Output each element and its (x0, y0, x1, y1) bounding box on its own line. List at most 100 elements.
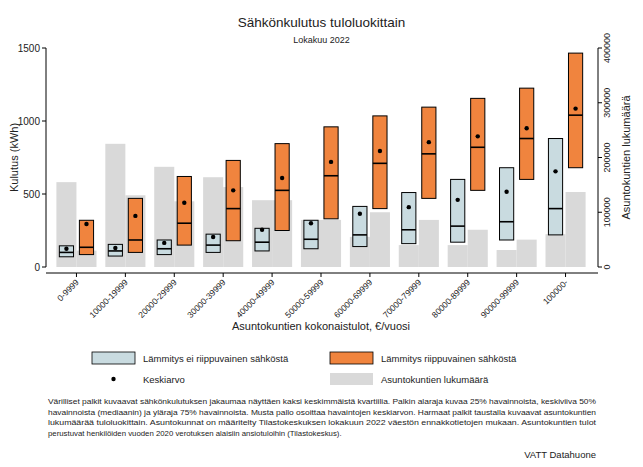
household-bar (154, 167, 174, 267)
x-tick (321, 273, 322, 277)
median-line (353, 234, 367, 236)
median-line (226, 208, 240, 210)
note-line: lukumäärää tuloluokittain. Asuntokunnat … (48, 418, 597, 427)
y-tick (42, 121, 46, 122)
mean-dot (329, 160, 333, 164)
household-bar (301, 220, 321, 267)
household-bar (399, 245, 419, 267)
iqr-box (520, 88, 534, 179)
x-tick-label: 10000-19999 (87, 277, 130, 320)
iqr-box (255, 228, 269, 251)
legend: Lämmitys ei riippuvainen sähköstäLämmity… (92, 352, 517, 385)
iqr-box (79, 220, 93, 254)
y2-tick-label: 0 (602, 264, 612, 269)
household-bar (497, 250, 517, 267)
iqr-box (471, 98, 485, 190)
mean-dot (260, 228, 264, 232)
iqr-box (157, 240, 171, 255)
mean-dot (573, 106, 577, 110)
x-tick-label: 70000-79999 (381, 277, 424, 320)
median-line (520, 138, 534, 140)
x-tick (565, 273, 566, 277)
legend-label: Asuntokuntien lukumäärä (381, 374, 489, 385)
iqr-box (304, 220, 318, 248)
mean-dot (113, 246, 117, 250)
median-line (206, 244, 220, 246)
note-line: perustuvat henkilöiden vuoden 2020 verot… (48, 429, 342, 438)
iqr-box (500, 168, 514, 240)
plot-marks (56, 53, 585, 267)
iqr-box (422, 107, 436, 198)
x-tick-label: 60000-69999 (332, 277, 375, 320)
iqr-box (59, 246, 73, 257)
x-tick-label: 20000-29999 (136, 277, 179, 320)
x-axis-line (46, 273, 598, 274)
iqr-box (108, 244, 122, 256)
y-tick-label: 1500 (18, 43, 41, 54)
median-line (568, 114, 582, 116)
x-tick-label: 30000-39999 (185, 277, 228, 320)
y2-tick-label: 300000 (602, 88, 612, 118)
y-tick (42, 48, 46, 49)
y-tick-label: 500 (23, 189, 40, 200)
mean-dot (378, 149, 382, 153)
median-line (402, 229, 416, 231)
median-line (59, 252, 73, 254)
median-line (79, 246, 93, 248)
y2-tick-label: 400000 (602, 33, 612, 63)
x-tick (174, 273, 175, 277)
household-bar (448, 245, 468, 267)
median-line (451, 225, 465, 227)
mean-dot (504, 190, 508, 194)
household-bar (370, 212, 390, 267)
median-line (422, 153, 436, 155)
mean-dot (358, 212, 362, 216)
mean-dot (280, 176, 284, 180)
iqr-box (275, 144, 289, 231)
x-tick-label: 50000-59999 (283, 277, 326, 320)
mean-dot (456, 198, 460, 202)
y-axis-line (46, 48, 47, 267)
note-line: Värilliset palkit kuvaavat sähkönkulutuk… (48, 397, 596, 406)
household-bar (105, 144, 125, 267)
y-tick-label: 1000 (18, 116, 41, 127)
x-tick-label: 100000- (541, 277, 570, 306)
iqr-box (373, 116, 387, 209)
mean-dot (524, 126, 528, 130)
subtitle: Lokakuu 2022 (293, 35, 350, 45)
y2-axis-title: Asuntokuntien lukumäärä (620, 95, 632, 220)
iqr-box (206, 234, 220, 252)
household-bar (468, 230, 488, 267)
median-line (108, 250, 122, 252)
x-tick-label: 40000-49999 (234, 277, 277, 320)
iqr-box (353, 206, 367, 246)
y-tick (42, 267, 46, 268)
legend-label: Lämmitys riippuvainen sähköstä (381, 353, 517, 364)
x-tick (223, 273, 224, 277)
note-line: havainnoista (mediaanin) ja yläraja 75% … (48, 408, 596, 417)
iqr-box (568, 53, 582, 168)
legend-swatch (330, 352, 373, 364)
mean-dot (84, 222, 88, 226)
mean-dot (162, 241, 166, 245)
mean-dot (182, 201, 186, 205)
x-tick (272, 273, 273, 277)
y2-tick-label: 100000 (602, 197, 612, 227)
median-line (177, 222, 191, 224)
median-line (304, 238, 318, 240)
mean-dot (133, 214, 137, 218)
iqr-box (128, 198, 142, 252)
x-tick (125, 273, 126, 277)
mean-dot (231, 188, 235, 192)
household-bar (321, 220, 341, 267)
mean-dot (476, 134, 480, 138)
median-line (128, 239, 142, 241)
x-axis-title: Asuntokuntien kokonaistulot, €/vuosi (232, 320, 410, 332)
y-axis-title: Kulutus (kWh) (8, 123, 20, 192)
median-line (373, 163, 387, 165)
household-bar (566, 192, 586, 267)
mean-dot (309, 221, 313, 225)
iqr-box (177, 176, 191, 245)
legend-swatch (92, 352, 135, 364)
x-tick (418, 273, 419, 277)
